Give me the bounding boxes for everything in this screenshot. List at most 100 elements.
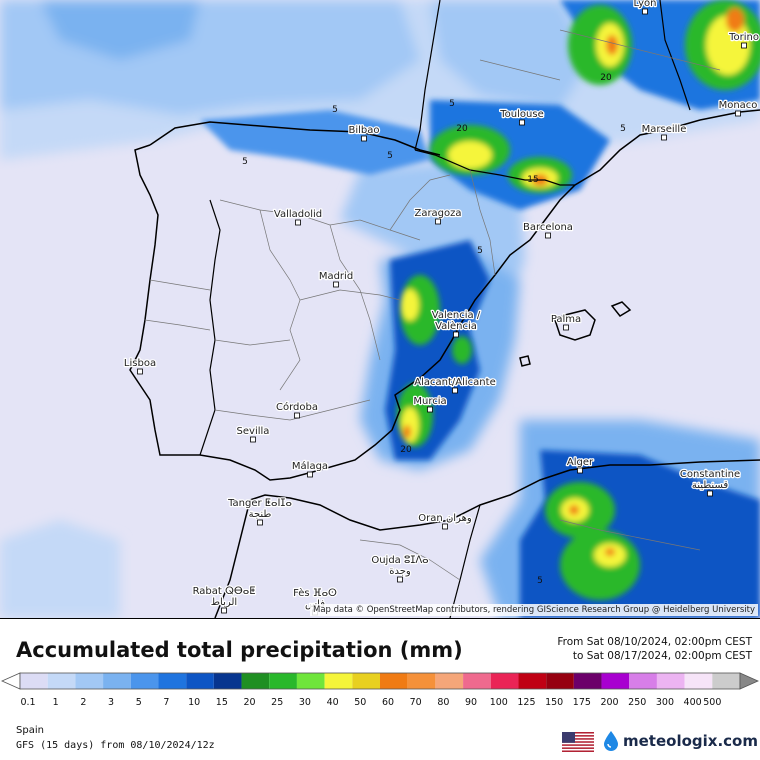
contour-label: 20: [400, 445, 412, 455]
scale-tick-label: 300: [655, 697, 674, 708]
city-label: طنجة: [249, 509, 272, 520]
scale-cell: [435, 673, 464, 689]
city-label: Tanger ⵟⴰⵏⵊⴰ: [227, 498, 292, 509]
city-marker: [361, 135, 367, 142]
city-label: قسنطينة: [692, 480, 729, 491]
scale-tick-label: 7: [163, 697, 170, 708]
contour-label: 5: [477, 246, 483, 256]
scale-cell: [186, 673, 214, 689]
precip-heavy-layer: [397, 0, 760, 600]
scale-cell: [712, 673, 740, 689]
scale-tick-label: 20: [243, 697, 256, 708]
city-marker: [735, 110, 741, 117]
city-label: Bilbao: [348, 125, 379, 136]
color-scale-bar: [1, 672, 759, 690]
contour-label: 20: [600, 73, 612, 83]
city-marker: [453, 331, 459, 338]
scale-tick-label: 0.1: [20, 697, 36, 708]
city-label: وجدة: [389, 566, 411, 577]
city-label: Madrid: [319, 271, 353, 282]
city-label: Alger: [567, 457, 594, 468]
contour-label: 5: [537, 576, 543, 586]
precipitation-map[interactable]: 5 5 5 5 20 20 5 15 5 5 20 Lyon Torino Monaco Marseill…: [0, 0, 760, 619]
city-label: Alacant/Alicante: [414, 377, 495, 388]
city-label: Constantine: [680, 469, 740, 480]
city-label: Marseille: [642, 124, 687, 135]
city-label: Valladolid: [274, 209, 322, 220]
scale-cell: [684, 673, 713, 689]
scale-cell: [269, 673, 297, 689]
scale-tick-label: 200: [600, 697, 619, 708]
map-canvas: 5 5 5 5 20 20 5 15 5 5 20 Lyon Torino Monaco Marseill…: [0, 0, 760, 618]
scale-tick-label: 60: [381, 697, 395, 708]
contour-labels: 5 5 5 5 20 20 5 15 5 5 20: [242, 73, 626, 586]
scale-tick-label: 70: [409, 697, 422, 708]
scale-cell: [20, 673, 48, 689]
scale-tick-label: 1: [52, 697, 59, 708]
scale-tick-label: 125: [517, 697, 536, 708]
scale-cell: [158, 673, 187, 689]
scale-tick-label: 150: [545, 697, 564, 708]
city-marker: [257, 519, 263, 526]
map-attribution: Map data © OpenStreetMap contributors, r…: [310, 604, 758, 616]
scale-tick-label: 50: [354, 697, 367, 708]
city-label: Fès ⴼⴰⵙ: [293, 587, 337, 599]
admin-boundaries: [144, 29, 721, 581]
city-label: Palma: [551, 314, 581, 325]
city-label: Sevilla: [237, 426, 270, 437]
scale-cell: [324, 673, 353, 689]
scale-cell: [241, 673, 270, 689]
scale-cell: [47, 673, 76, 689]
meteologix-logo[interactable]: meteologix.com: [602, 729, 758, 753]
city-marker: [577, 467, 583, 474]
scale-tick-labels: 0.1 1 2 3 5 7 10 15 20 25 30 40 50 60 70 80 90 100 125 150 1…: [0, 697, 760, 711]
city-marker: [661, 134, 667, 141]
brand-name: meteologix.com: [623, 732, 758, 750]
city-marker: [435, 218, 441, 225]
scale-cell: [629, 673, 657, 689]
scale-cell: [518, 673, 547, 689]
city-marker: [707, 490, 713, 497]
scale-tick-label: 5: [135, 697, 142, 708]
region-name: Spain: [16, 725, 44, 736]
scale-cell: [546, 673, 574, 689]
city-marker: [397, 576, 403, 583]
period-from: From Sat 08/10/2024, 02:00pm CEST: [557, 636, 752, 648]
scale-tick-label: 400: [683, 697, 702, 708]
city-marker: [642, 8, 648, 15]
contour-label: 5: [387, 151, 393, 161]
us-flag-icon[interactable]: [562, 732, 594, 752]
city-label: Rabat ⵕⴱⴰⵟ: [193, 586, 256, 597]
city-marker: [294, 412, 300, 419]
scale-cell: [656, 673, 685, 689]
scale-tick-label: 500: [703, 697, 722, 708]
scale-cell: [380, 673, 408, 689]
city-label: Murcia: [413, 396, 446, 407]
city-label: Monaco: [719, 100, 758, 111]
scale-tick-label: 80: [437, 697, 450, 708]
city-marker: [519, 119, 525, 126]
scale-cell: [407, 673, 436, 689]
scale-cell: [601, 673, 630, 689]
scale-tick-label: 10: [188, 697, 201, 708]
scale-cell: [352, 673, 380, 689]
scale-cell: [573, 673, 602, 689]
scale-tick-label: 3: [108, 697, 115, 708]
contour-label: 5: [620, 124, 626, 134]
contour-label: 20: [456, 124, 468, 134]
city-marker: [221, 607, 227, 614]
droplet-logo-icon: [604, 731, 618, 751]
model-run: GFS (15 days) from 08/10/2024/12z: [16, 740, 215, 751]
scale-tick-label: 15: [215, 697, 228, 708]
city-marker: [427, 406, 433, 413]
city-marker: [137, 368, 143, 375]
city-marker: [442, 523, 448, 530]
city-label: Córdoba: [276, 401, 318, 413]
scale-cell: [490, 673, 519, 689]
city-markers: Lyon Torino Monaco Marseille Toulouse Bilbao V…: [123, 0, 760, 616]
scale-tick-label: 40: [326, 697, 339, 708]
city-label: Toulouse: [499, 109, 543, 120]
city-label: Oran وهران: [418, 513, 472, 524]
scale-cell: [213, 673, 242, 689]
scale-cells: [19, 672, 741, 690]
